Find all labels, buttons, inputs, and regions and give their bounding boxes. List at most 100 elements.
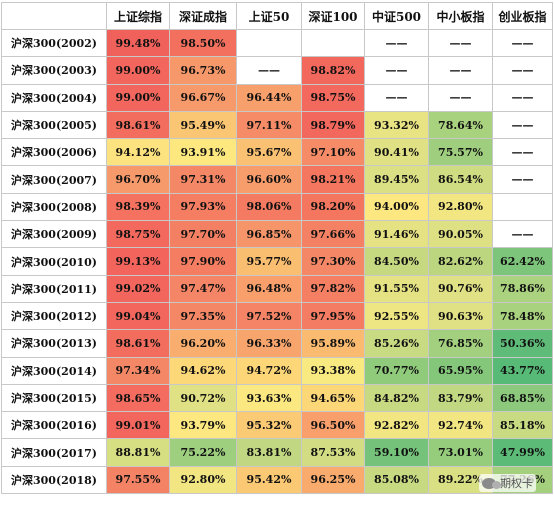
table-cell: 95.67% [236, 138, 302, 167]
table-cell: 97.90% [169, 247, 237, 276]
table-cell: 97.70% [169, 220, 237, 249]
table-cell: 93.38% [301, 356, 365, 385]
table-cell: 47.99% [492, 438, 553, 467]
table-cell: 78.48% [492, 301, 553, 331]
row-label: 沪深300(2006) [1, 138, 107, 167]
table-row: 沪深300(2007) 96.70% 97.31% 96.60% 98.21% 89.45… [1, 165, 553, 194]
table-cell: 90.72% [169, 383, 237, 413]
watermark: 期权卡 [479, 474, 536, 492]
table-cell: 95.77% [236, 247, 302, 276]
row-label: 沪深300(2018) [1, 465, 107, 495]
table-cell: —— [364, 28, 429, 58]
table-row: 沪深300(2018) 97.55% 92.80% 95.42% 96.25% 85.08… [1, 465, 553, 495]
table-cell: 82.62% [428, 247, 493, 276]
table-cell: 99.00% [106, 83, 170, 112]
row-label: 沪深300(2009) [1, 220, 107, 249]
table-cell: 98.75% [301, 83, 365, 112]
table-cell: 99.00% [106, 56, 170, 85]
table-cell: 43.77% [492, 356, 553, 385]
header-row: 上证综指 深证成指 上证50 深证100 中证500 中小板指 创业板指 [1, 2, 553, 30]
correlation-table: 上证综指 深证成指 上证50 深证100 中证500 中小板指 创业板指 沪深3… [1, 2, 553, 495]
table-cell: 99.02% [106, 274, 170, 303]
column-header: 中小板指 [428, 2, 493, 30]
table-cell: 99.01% [106, 411, 170, 440]
table-cell: 90.41% [364, 138, 429, 167]
table-cell: 50.36% [492, 329, 553, 358]
table-cell: —— [492, 165, 553, 194]
table-cell: 91.55% [364, 274, 429, 303]
table-cell: —— [428, 56, 493, 85]
table-cell: 96.85% [236, 220, 302, 249]
table-cell: 95.49% [169, 110, 237, 140]
table-cell: —— [364, 56, 429, 85]
table-cell: 85.26% [364, 329, 429, 358]
table-cell: 93.63% [236, 383, 302, 413]
table-cell: 97.47% [169, 274, 237, 303]
table-cell: 97.52% [236, 301, 302, 331]
table-cell: 89.45% [364, 165, 429, 194]
table-cell: 98.20% [301, 192, 365, 222]
table-cell: 96.33% [236, 329, 302, 358]
table-row: 沪深300(2014) 97.34% 94.62% 94.72% 93.38% 70.77… [1, 356, 553, 385]
table-cell: 97.31% [169, 165, 237, 194]
column-header: 创业板指 [492, 2, 553, 30]
table-cell: 94.65% [301, 383, 365, 413]
table-cell [236, 28, 302, 58]
table-cell: 95.32% [236, 411, 302, 440]
table-cell: 92.55% [364, 301, 429, 331]
row-label: 沪深300(2013) [1, 329, 107, 358]
table-row: 沪深300(2002) 99.48% 98.50% —— —— —— [1, 28, 553, 58]
table-cell: 95.42% [236, 465, 302, 495]
table-cell: 92.80% [428, 192, 493, 222]
table-cell: 91.46% [364, 220, 429, 249]
table-cell: —— [492, 110, 553, 140]
table-cell: 99.04% [106, 301, 170, 331]
table-cell: 94.00% [364, 192, 429, 222]
table-cell: 97.95% [301, 301, 365, 331]
table-cell: 83.79% [428, 383, 493, 413]
row-label: 沪深300(2016) [1, 411, 107, 440]
watermark-text: 期权卡 [500, 477, 533, 490]
column-header: 中证500 [364, 2, 429, 30]
table-row: 沪深300(2008) 98.39% 97.93% 98.06% 98.20% 94.00… [1, 192, 553, 222]
table-cell: 94.62% [169, 356, 237, 385]
table-cell: —— [492, 83, 553, 112]
table-cell: 98.61% [106, 110, 170, 140]
table-cell: 97.35% [169, 301, 237, 331]
table-cell: 98.61% [106, 329, 170, 358]
row-label: 沪深300(2008) [1, 192, 107, 222]
table-cell [301, 28, 365, 58]
table-cell: 97.93% [169, 192, 237, 222]
table-cell: 98.21% [301, 165, 365, 194]
table-cell: 98.50% [169, 28, 237, 58]
table-cell: 96.67% [169, 83, 237, 112]
table-cell: 75.22% [169, 438, 237, 467]
table-cell: 93.79% [169, 411, 237, 440]
table-cell: 96.44% [236, 83, 302, 112]
table-cell: —— [428, 83, 493, 112]
table-cell: 85.18% [492, 411, 553, 440]
table-cell: 85.08% [364, 465, 429, 495]
table-cell: 62.42% [492, 247, 553, 276]
table-cell: 73.01% [428, 438, 493, 467]
table-cell: 94.72% [236, 356, 302, 385]
table-cell: —— [364, 83, 429, 112]
row-label: 沪深300(2003) [1, 56, 107, 85]
table-cell: 98.82% [301, 56, 365, 85]
table-cell: 96.20% [169, 329, 237, 358]
table-cell: 84.82% [364, 383, 429, 413]
table-cell: 59.10% [364, 438, 429, 467]
table-row: 沪深300(2013) 98.61% 96.20% 96.33% 95.89% 85.26… [1, 329, 553, 358]
table-cell: 97.30% [301, 247, 365, 276]
table-cell: 98.39% [106, 192, 170, 222]
table-cell: 98.79% [301, 110, 365, 140]
table-cell: 97.11% [236, 110, 302, 140]
row-label: 沪深300(2012) [1, 301, 107, 331]
table-cell: 90.63% [428, 301, 493, 331]
table-cell: —— [428, 28, 493, 58]
table-cell: 70.77% [364, 356, 429, 385]
row-label: 沪深300(2005) [1, 110, 107, 140]
table-cell: 97.34% [106, 356, 170, 385]
table-cell: 68.85% [492, 383, 553, 413]
row-label: 沪深300(2015) [1, 383, 107, 413]
